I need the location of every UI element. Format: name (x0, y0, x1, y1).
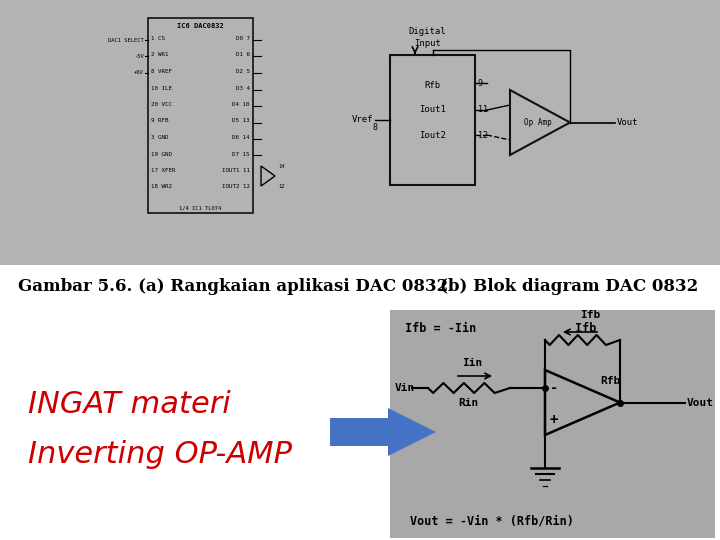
Text: 1/4 IC1 TL074: 1/4 IC1 TL074 (179, 205, 222, 210)
Bar (0, 0, 720, 265)
Bar (148, 18, 253, 213)
Text: IC6 DAC0832: IC6 DAC0832 (177, 23, 224, 29)
Text: 18 WR2: 18 WR2 (151, 185, 172, 190)
Text: 9: 9 (478, 78, 483, 87)
Text: Iout1: Iout1 (419, 105, 446, 114)
Text: (b) Blok diagram DAC 0832: (b) Blok diagram DAC 0832 (440, 278, 698, 295)
Text: +: + (550, 413, 559, 427)
Text: Digital: Digital (409, 27, 446, 36)
Bar (390, 310, 715, 538)
Text: Vout: Vout (687, 397, 714, 408)
Text: 12: 12 (278, 184, 284, 188)
Text: Vout: Vout (617, 118, 639, 127)
Text: D4 10: D4 10 (233, 102, 250, 107)
Text: Iout2: Iout2 (419, 131, 446, 139)
Text: IOUT1 11: IOUT1 11 (222, 168, 250, 173)
Text: Vin: Vin (395, 383, 415, 393)
Text: 14: 14 (278, 164, 284, 168)
Text: 2 WR1: 2 WR1 (151, 52, 168, 57)
Text: 19 GND: 19 GND (151, 152, 172, 157)
Bar (390, 55, 475, 185)
Text: -: - (550, 381, 559, 395)
Text: -5V: -5V (134, 53, 144, 58)
Text: 8: 8 (372, 124, 377, 132)
Text: Vout = -Vin * (Rfb/Rin): Vout = -Vin * (Rfb/Rin) (410, 515, 574, 528)
Text: Gambar 5.6. (a) Rangkaian aplikasi DAC 0832: Gambar 5.6. (a) Rangkaian aplikasi DAC 0… (18, 278, 449, 295)
Bar (0, 300, 720, 540)
Text: 10 ILE: 10 ILE (151, 85, 172, 91)
Text: Inverting OP-AMP: Inverting OP-AMP (28, 440, 292, 469)
Text: D7 15: D7 15 (233, 152, 250, 157)
Text: Rfb: Rfb (424, 80, 441, 90)
Text: IOUT2 12: IOUT2 12 (222, 185, 250, 190)
Text: 20 VCC: 20 VCC (151, 102, 172, 107)
Text: Iin: Iin (462, 358, 482, 368)
Text: 11: 11 (478, 105, 488, 114)
Text: Op Amp: Op Amp (524, 118, 552, 127)
Text: Rin: Rin (458, 398, 478, 408)
Text: Ifb: Ifb (580, 310, 600, 320)
Text: INGAT materi: INGAT materi (28, 390, 230, 419)
Text: 1 CS: 1 CS (151, 36, 165, 41)
Text: Ifb = -Iin: Ifb = -Iin (405, 322, 476, 335)
Text: DAC1 SELECT: DAC1 SELECT (108, 37, 144, 43)
Text: D1 6: D1 6 (236, 52, 250, 57)
Text: D3 4: D3 4 (236, 85, 250, 91)
Text: D6 14: D6 14 (233, 135, 250, 140)
Polygon shape (388, 408, 436, 456)
Bar (330, 418, 388, 446)
Text: Vref: Vref (351, 116, 373, 125)
Text: Ifb: Ifb (575, 322, 596, 335)
Text: 9 RFB: 9 RFB (151, 118, 168, 124)
Text: D5 13: D5 13 (233, 118, 250, 124)
Text: 3 GND: 3 GND (151, 135, 168, 140)
Text: +6V: +6V (134, 71, 144, 76)
Text: Rfb: Rfb (600, 376, 620, 386)
Text: Input: Input (414, 39, 441, 48)
Text: 12: 12 (478, 131, 488, 139)
Text: 17 XFER: 17 XFER (151, 168, 176, 173)
Text: D0 7: D0 7 (236, 36, 250, 41)
Text: 8 VREF: 8 VREF (151, 69, 172, 74)
Text: D2 5: D2 5 (236, 69, 250, 74)
Polygon shape (261, 166, 275, 186)
